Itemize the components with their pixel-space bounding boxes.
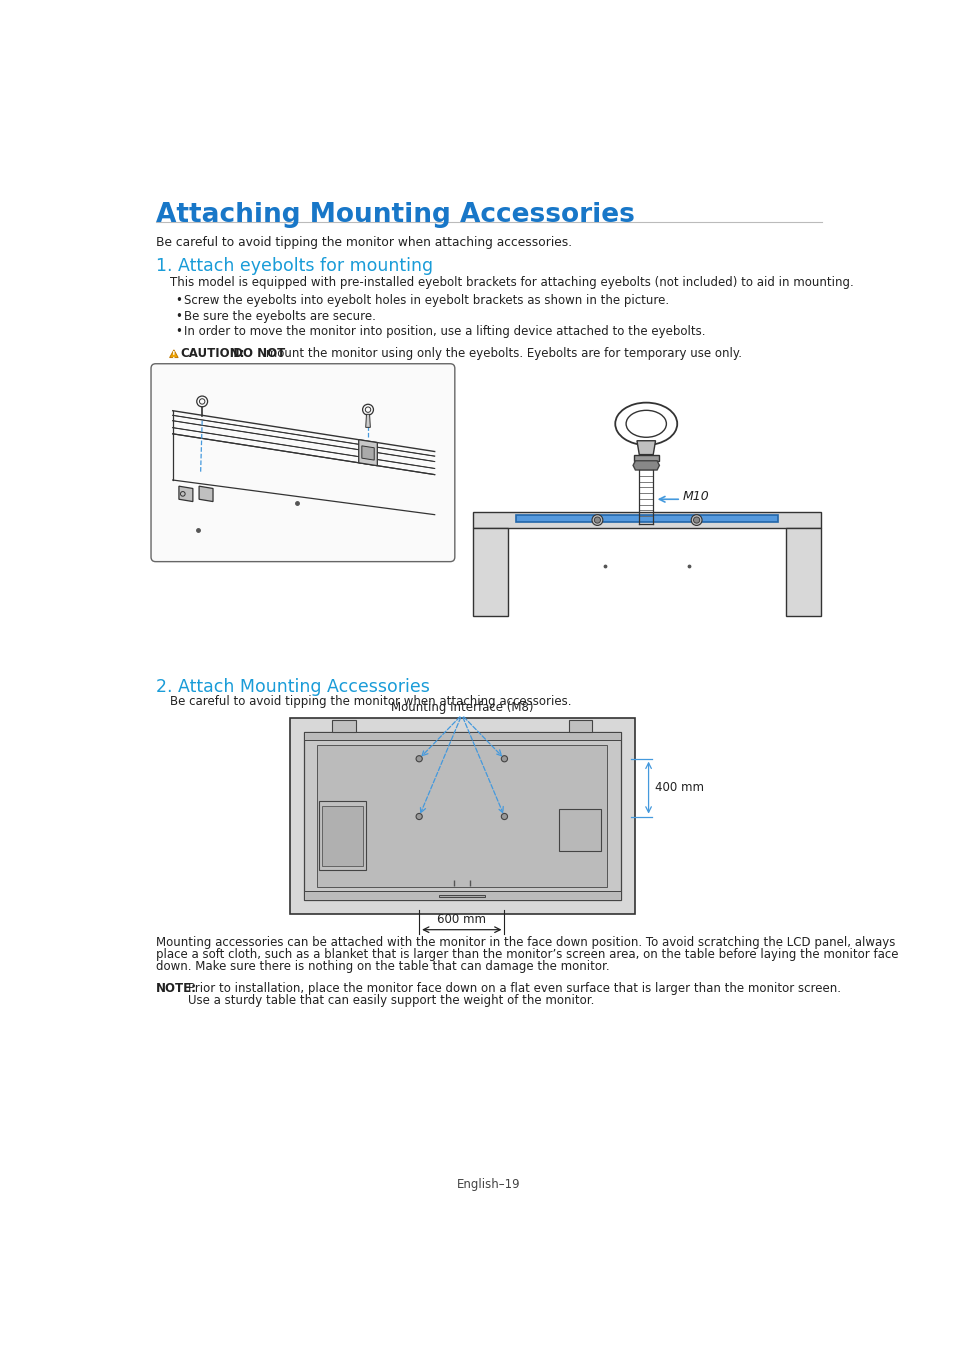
Polygon shape (473, 528, 508, 617)
FancyBboxPatch shape (151, 363, 455, 562)
Polygon shape (473, 513, 820, 528)
Polygon shape (172, 410, 435, 475)
Text: M10: M10 (682, 490, 709, 502)
Polygon shape (558, 809, 600, 850)
Text: CAUTION:: CAUTION: (180, 347, 245, 360)
Text: Be careful to avoid tipping the monitor when attaching accessories.: Be careful to avoid tipping the monitor … (155, 236, 571, 248)
Text: Mounting accessories can be attached with the monitor in the face down position.: Mounting accessories can be attached wit… (155, 936, 894, 949)
Text: down. Make sure there is nothing on the table that can damage the monitor.: down. Make sure there is nothing on the … (155, 960, 609, 973)
Text: place a soft cloth, such as a blanket that is larger than the monitor’s screen a: place a soft cloth, such as a blanket th… (155, 948, 897, 961)
Polygon shape (633, 455, 658, 460)
Polygon shape (319, 801, 365, 871)
Polygon shape (303, 891, 620, 900)
Polygon shape (438, 895, 484, 896)
Polygon shape (170, 350, 178, 358)
Polygon shape (199, 486, 213, 502)
Polygon shape (358, 440, 377, 466)
Text: •: • (174, 294, 182, 308)
Polygon shape (365, 414, 370, 428)
Polygon shape (568, 721, 592, 732)
Text: 400 mm: 400 mm (654, 782, 703, 794)
Polygon shape (322, 806, 362, 865)
Text: !: ! (172, 351, 175, 359)
Circle shape (416, 814, 422, 819)
Text: Prior to installation, place the monitor face down on a flat even surface that i: Prior to installation, place the monitor… (188, 981, 841, 995)
Text: This model is equipped with pre-installed eyebolt brackets for attaching eyebolt: This model is equipped with pre-installe… (170, 275, 853, 289)
Text: Use a sturdy table that can easily support the weight of the monitor.: Use a sturdy table that can easily suppo… (188, 995, 594, 1007)
Text: 2. Attach Mounting Accessories: 2. Attach Mounting Accessories (155, 678, 429, 695)
Polygon shape (332, 721, 355, 732)
Circle shape (691, 514, 701, 525)
Circle shape (693, 517, 699, 524)
Text: Attaching Mounting Accessories: Attaching Mounting Accessories (155, 202, 634, 228)
Text: •: • (174, 310, 182, 323)
Text: 1. Attach eyebolts for mounting: 1. Attach eyebolts for mounting (155, 258, 433, 275)
Circle shape (500, 814, 507, 819)
Polygon shape (785, 528, 820, 617)
Text: 600 mm: 600 mm (436, 913, 486, 926)
Polygon shape (179, 486, 193, 502)
Text: In order to move the monitor into position, use a lifting device attached to the: In order to move the monitor into positi… (184, 325, 705, 339)
Text: •: • (174, 325, 182, 339)
Polygon shape (633, 460, 659, 470)
Polygon shape (303, 732, 620, 740)
Text: DO NOT: DO NOT (224, 347, 285, 360)
Text: Screw the eyebolts into eyebolt holes in eyebolt brackets as shown in the pictur: Screw the eyebolts into eyebolt holes in… (184, 294, 669, 308)
Polygon shape (172, 433, 435, 514)
Circle shape (594, 517, 599, 524)
Polygon shape (290, 718, 634, 914)
Text: Be sure the eyebolts are secure.: Be sure the eyebolts are secure. (184, 310, 375, 323)
Circle shape (416, 756, 422, 761)
Text: English–19: English–19 (456, 1179, 520, 1192)
Circle shape (500, 756, 507, 761)
Text: NOTE:: NOTE: (155, 981, 196, 995)
Polygon shape (303, 732, 620, 900)
Text: Be careful to avoid tipping the monitor when attaching accessories.: Be careful to avoid tipping the monitor … (170, 695, 571, 707)
Polygon shape (361, 446, 374, 460)
Text: Mounting Interface (M8): Mounting Interface (M8) (390, 701, 533, 714)
Polygon shape (316, 745, 607, 887)
Text: mount the monitor using only the eyebolts. Eyebolts are for temporary use only.: mount the monitor using only the eyebolt… (261, 347, 741, 360)
Polygon shape (637, 440, 655, 455)
Circle shape (592, 514, 602, 525)
Polygon shape (516, 514, 778, 522)
